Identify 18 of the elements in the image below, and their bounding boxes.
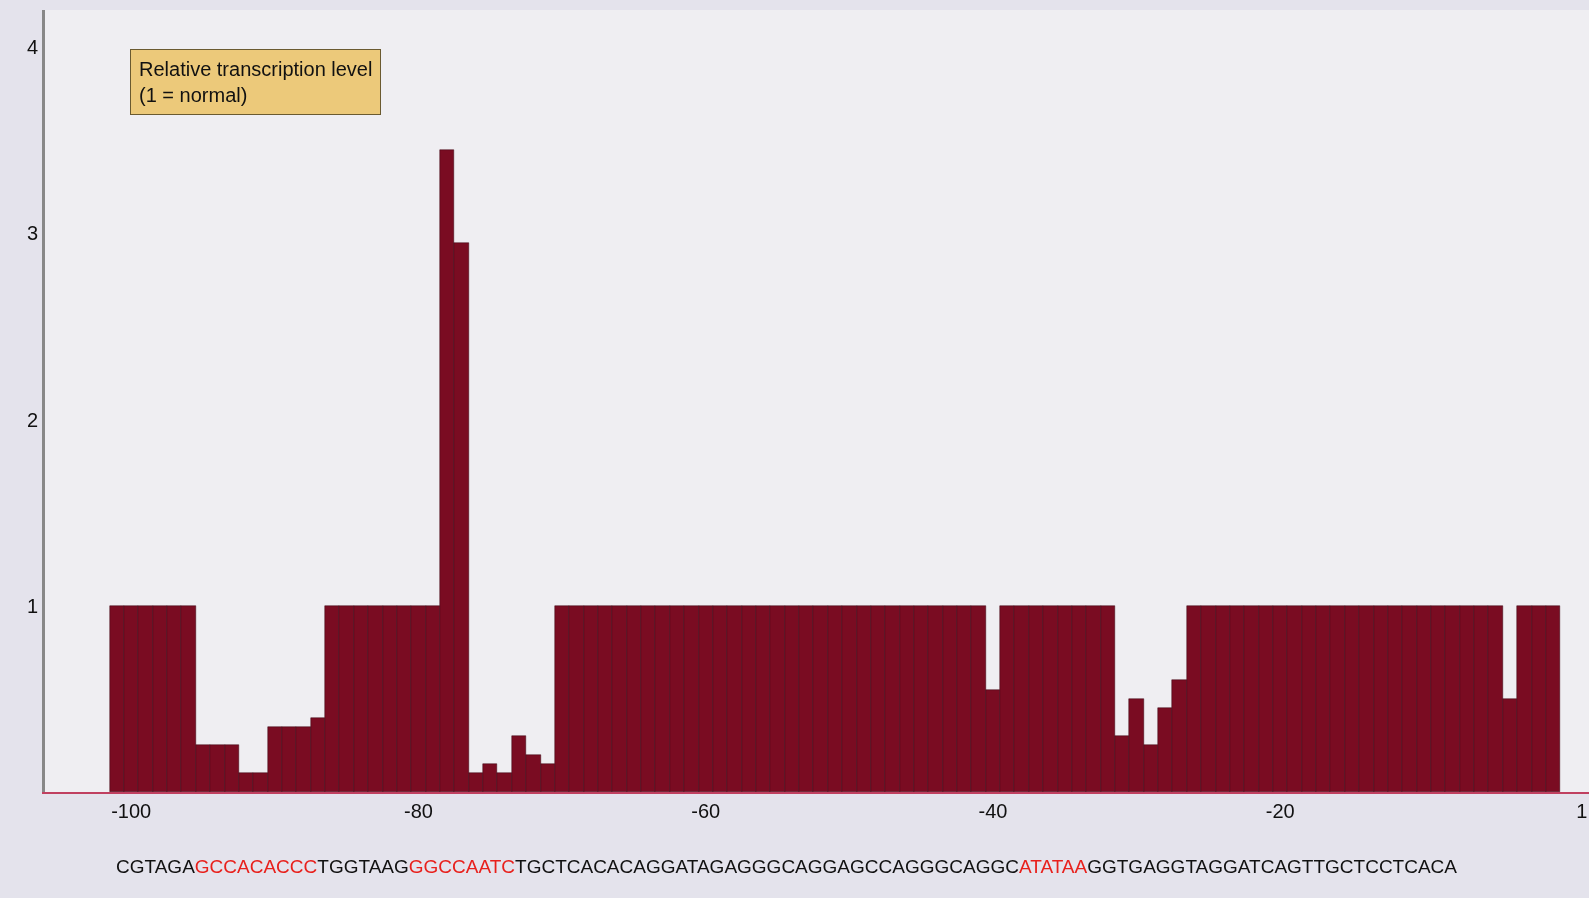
x-tick-label: 1: [1576, 800, 1588, 822]
y-tick-label: 2: [26, 408, 38, 431]
text: CGTAGA: [116, 856, 196, 877]
text: GGCCAATC: [408, 856, 516, 877]
y-tick-label: 1: [26, 594, 38, 617]
text: GGTGAGGTAGGATCAGTTGCTCCTCACA: [1087, 856, 1458, 877]
text: ATATAA: [1018, 856, 1088, 877]
y-axis-title: Relative transcription level (1 = normal): [139, 58, 373, 106]
x-tick-label: -80: [403, 800, 433, 822]
x-tick-label: -20: [1265, 800, 1295, 822]
x-tick-label: -100: [111, 800, 152, 822]
x-tick-label: -60: [691, 800, 721, 822]
x-tick-label: -40: [978, 800, 1008, 822]
y-tick-label: 3: [26, 222, 38, 245]
text: GCCACACCC: [194, 856, 318, 877]
text: TGCTCACACAGGATAGAGGGCAGGAGCCAGGGCAGGC: [515, 856, 1019, 877]
y-tick-label: 4: [26, 36, 38, 59]
text: TGGTAAG: [317, 856, 409, 877]
